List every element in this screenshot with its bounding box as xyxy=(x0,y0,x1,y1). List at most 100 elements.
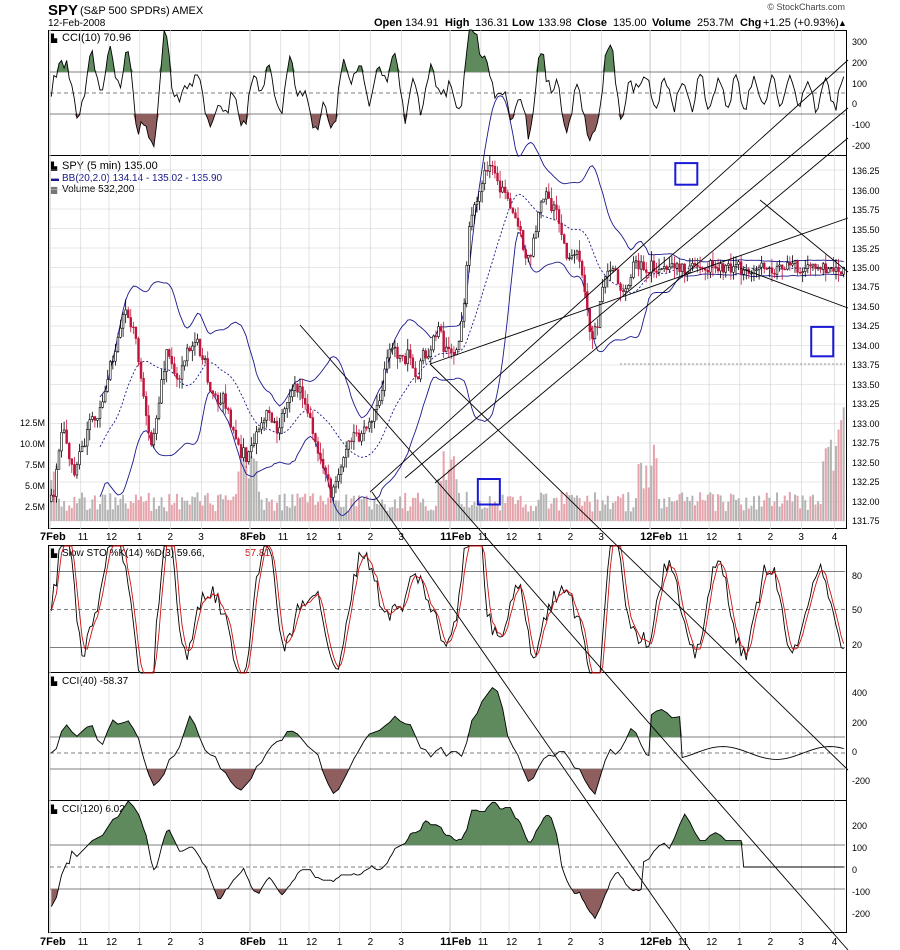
candle-body xyxy=(203,358,207,360)
x-axis-label: 4 xyxy=(832,532,838,543)
candle-body xyxy=(429,349,433,357)
candle-body xyxy=(160,379,163,404)
candle-body xyxy=(242,447,245,459)
low-value: 133.98 xyxy=(538,17,572,29)
x-axis-label: 2 xyxy=(368,937,374,948)
chg-up-arrow-icon: ▲ xyxy=(838,18,847,28)
volume-bar xyxy=(511,497,514,521)
volume-bar xyxy=(191,496,194,521)
volume-bar xyxy=(660,508,663,521)
volume-bar xyxy=(688,500,691,521)
candle-body xyxy=(306,403,309,414)
volume-bar xyxy=(273,510,276,521)
candle-body xyxy=(555,204,558,210)
candle-body xyxy=(121,314,125,329)
x-axis-label: 2 xyxy=(168,532,174,543)
open-value: 134.91 xyxy=(405,17,439,29)
volume-bar xyxy=(788,491,791,521)
candle-body xyxy=(570,255,574,259)
volume-bar xyxy=(147,492,150,521)
price-tick: 136.25 xyxy=(852,166,880,176)
candle-body xyxy=(275,421,279,434)
watermark: © StockCharts.com xyxy=(767,2,845,12)
volume-bar xyxy=(614,501,617,521)
volume-bar xyxy=(91,499,94,521)
cci10-label-icon: ▙ xyxy=(50,33,58,43)
volume-bar xyxy=(375,504,378,521)
volume-bar xyxy=(355,506,358,521)
volume-bar xyxy=(514,503,517,521)
candle-body xyxy=(588,308,592,332)
x-axis-label: 7Feb xyxy=(40,936,66,948)
candle-body xyxy=(229,409,232,428)
x-axis-label: 3 xyxy=(198,937,204,948)
volume-bar xyxy=(288,507,291,521)
x-axis-label: 1 xyxy=(337,532,343,543)
candle-body xyxy=(534,231,538,239)
candle-body xyxy=(819,267,822,270)
candle-body xyxy=(824,263,827,273)
candle-body xyxy=(332,486,335,498)
volume-bar xyxy=(186,500,189,521)
candle-body xyxy=(727,263,730,266)
trend-channel-lines xyxy=(299,59,849,950)
x-axis-label: 11Feb xyxy=(440,531,471,543)
candle-body xyxy=(839,271,843,275)
candle-body xyxy=(409,349,412,359)
candle-body xyxy=(221,393,225,404)
volume-bar xyxy=(622,493,625,521)
x-axis-label: 12 xyxy=(706,937,718,948)
cci40-negative-fill xyxy=(51,769,844,795)
volume-bar xyxy=(560,492,563,521)
volume-bar xyxy=(134,494,137,521)
candle-body xyxy=(452,352,456,356)
candle-body xyxy=(260,422,263,430)
cci10-label: CCI(10) 70.96 xyxy=(62,32,131,44)
cci120-label: CCI(120) 6.02 xyxy=(62,804,125,815)
candle-body xyxy=(62,429,66,433)
candle-body xyxy=(627,285,630,290)
ticker-name: (S&P 500 SPDRs) xyxy=(80,5,170,17)
volume-bar xyxy=(683,501,686,521)
x-axis-label: 3 xyxy=(598,532,604,543)
candle-body xyxy=(552,204,556,212)
candle-body xyxy=(447,346,450,350)
candle-body xyxy=(755,269,758,271)
volume-bar xyxy=(319,495,322,521)
volume-bar xyxy=(737,498,740,521)
stoch-tick: 80 xyxy=(852,571,862,581)
highlight-boxes xyxy=(476,162,835,506)
candle-body xyxy=(560,223,563,235)
candle-body xyxy=(693,263,697,266)
candle-body xyxy=(639,261,643,270)
candle-body xyxy=(629,277,633,286)
candle-body xyxy=(450,348,453,353)
candle-body xyxy=(642,261,645,271)
candle-body xyxy=(583,274,586,293)
volume-bar xyxy=(573,497,576,521)
volume-bar xyxy=(719,495,722,521)
candle-body xyxy=(432,335,435,351)
volume-bar xyxy=(832,470,835,521)
volume-bar xyxy=(365,495,368,521)
candle-body xyxy=(788,262,792,266)
candle-body xyxy=(737,261,740,265)
volume-bar xyxy=(409,506,412,521)
candle-body xyxy=(493,165,497,174)
volume-bar xyxy=(745,497,748,521)
candle-body xyxy=(139,361,143,379)
candle-body xyxy=(675,263,679,269)
candle-body xyxy=(650,260,653,274)
candle-body xyxy=(491,164,494,167)
volume-bar xyxy=(324,504,327,521)
x-axis-label: 12Feb xyxy=(640,531,672,543)
candle-body xyxy=(255,431,258,444)
volume-bar xyxy=(152,497,155,521)
x-axis-label: 12Feb xyxy=(640,936,672,948)
candle-body xyxy=(793,260,797,264)
volume-bar xyxy=(219,494,222,521)
channel-line xyxy=(759,199,849,273)
volume-bar xyxy=(316,501,319,521)
volume-bar xyxy=(786,500,789,521)
price-tick: 134.75 xyxy=(852,282,880,292)
